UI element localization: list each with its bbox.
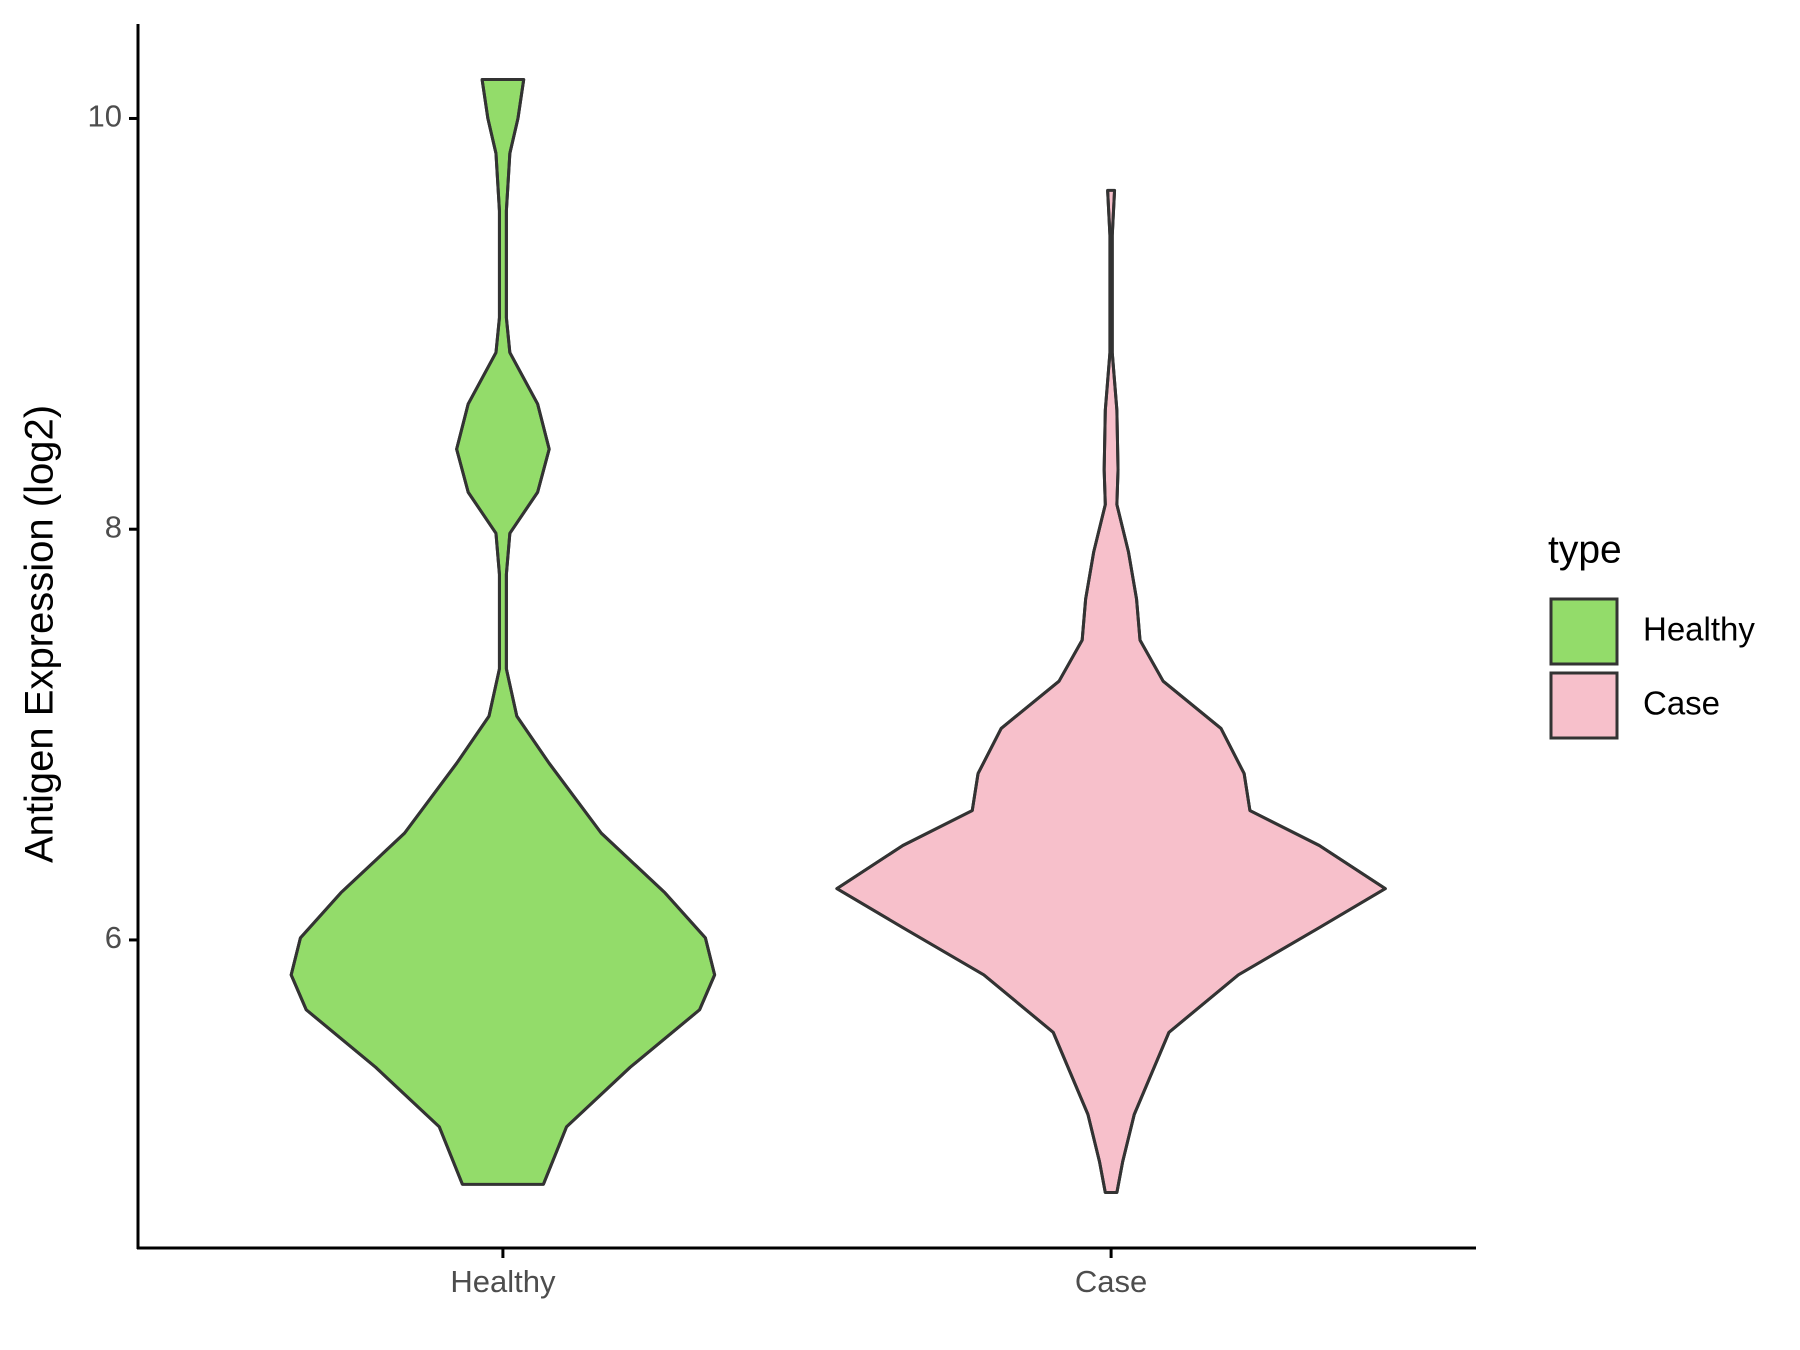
violin-body bbox=[289, 77, 717, 1186]
y-tick-label: 6 bbox=[105, 920, 122, 955]
legend-label: Healthy bbox=[1643, 611, 1755, 648]
y-tick-label: 8 bbox=[105, 509, 122, 544]
violin-left-edge bbox=[835, 190, 1112, 1193]
legend-key bbox=[1549, 597, 1619, 666]
legend-label: Case bbox=[1643, 685, 1720, 722]
legend-title: type bbox=[1548, 528, 1622, 571]
y-axis-title: Antigen Expression (log2) bbox=[18, 405, 62, 863]
violin-left-edge bbox=[289, 79, 501, 1185]
violin-right-edge bbox=[1110, 190, 1387, 1193]
y-tick-label: 10 bbox=[88, 99, 122, 134]
violin-right-edge bbox=[504, 79, 717, 1185]
legend-key bbox=[1549, 671, 1619, 740]
x-tick-label: Healthy bbox=[450, 1264, 556, 1299]
x-tick-label: Case bbox=[1075, 1264, 1147, 1299]
